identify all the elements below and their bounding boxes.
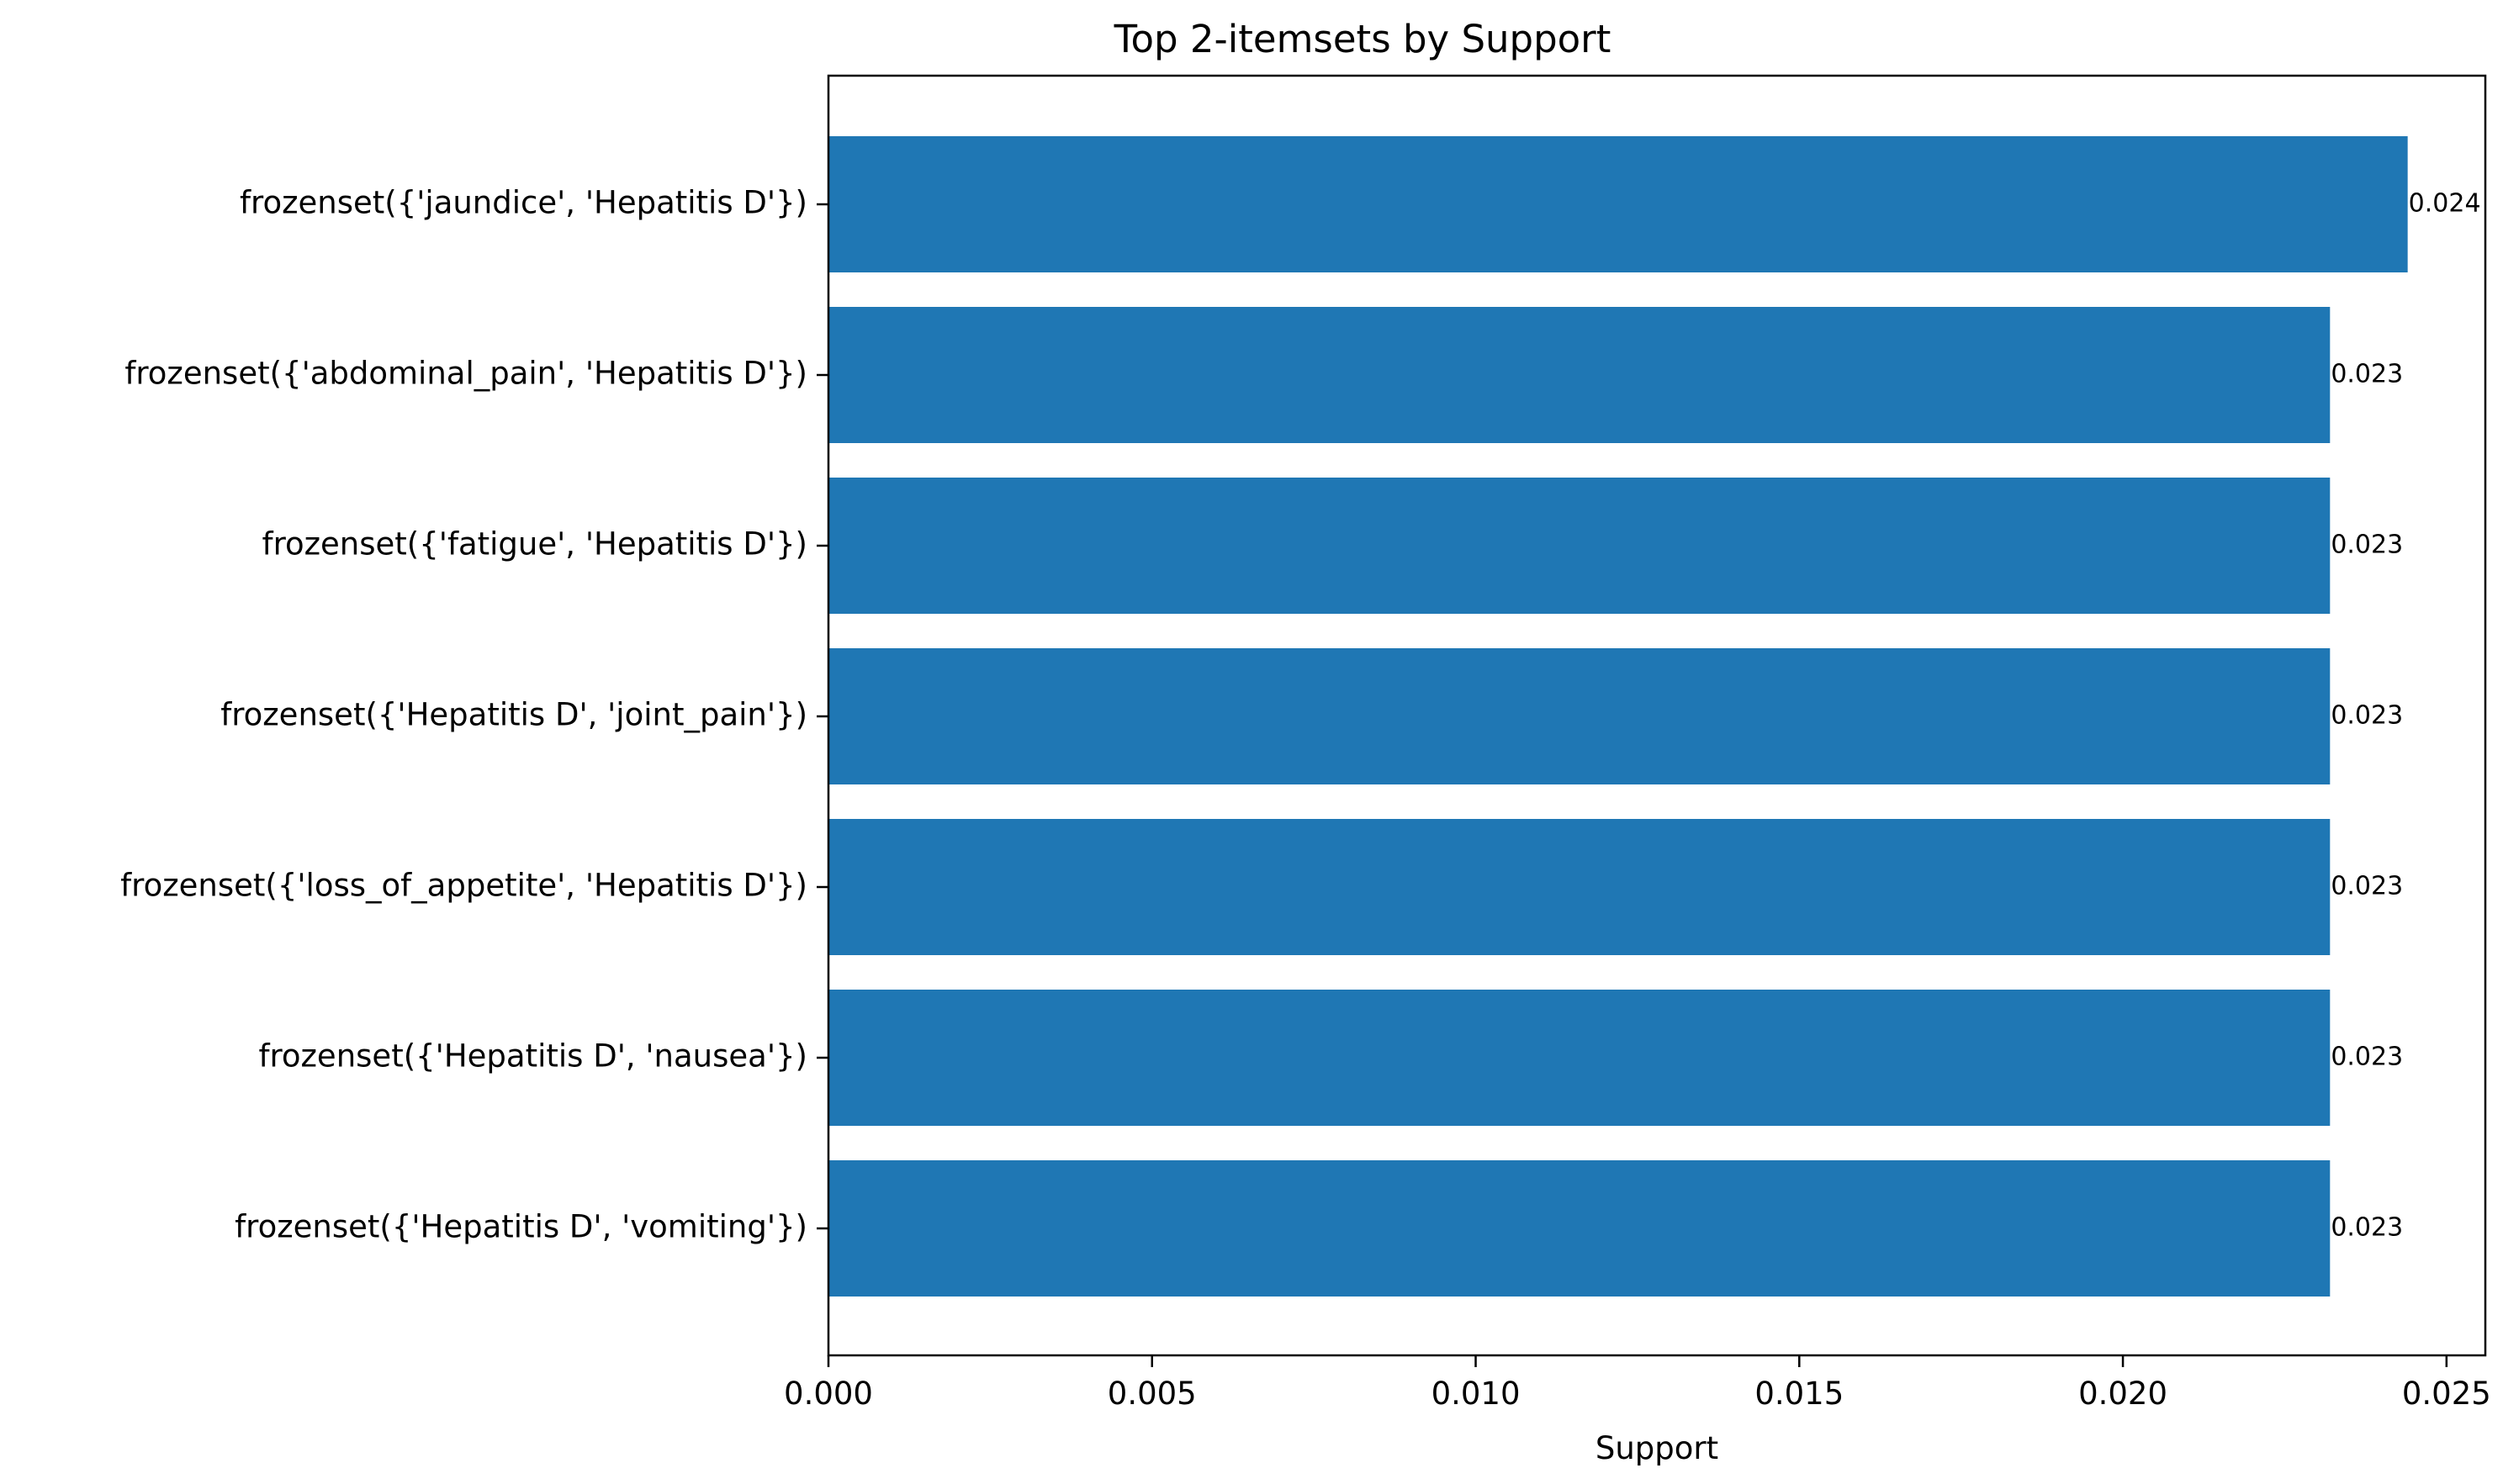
bar — [828, 307, 2331, 443]
y-tick-label: frozenset({'Hepatitis D', 'joint_pain'}) — [220, 697, 807, 733]
bar — [828, 648, 2331, 784]
x-tick-label: 0.000 — [784, 1376, 873, 1412]
plot-frame — [827, 74, 2487, 1357]
y-tick-labels: frozenset({'jaundice', 'Hepatitis D'}) fr… — [120, 185, 828, 1245]
bar — [828, 478, 2331, 614]
bar — [828, 819, 2331, 955]
chart-title: Top 2-itemsets by Support — [1114, 17, 1611, 61]
bar-value-label: 0.023 — [2331, 701, 2403, 731]
x-tick-label: 0.005 — [1108, 1376, 1197, 1412]
bars-group — [828, 136, 2408, 1297]
x-tick-label: 0.015 — [1754, 1376, 1844, 1412]
y-tick-label: frozenset({'fatigue', 'Hepatitis D'}) — [262, 526, 807, 562]
bar-value-label: 0.023 — [2331, 1043, 2403, 1072]
x-axis-title: Support — [1595, 1430, 1718, 1466]
bar-value-label: 0.023 — [2331, 1213, 2403, 1243]
x-tick-label: 0.010 — [1431, 1376, 1521, 1412]
bar — [828, 990, 2331, 1126]
bar-value-label: 0.023 — [2331, 360, 2403, 389]
y-tick-label: frozenset({'loss_of_appetite', 'Hepatiti… — [120, 868, 807, 904]
bar-value-label: 0.023 — [2331, 872, 2403, 901]
y-tick-label: frozenset({'abdominal_pain', 'Hepatitis … — [124, 356, 807, 392]
bar-value-label: 0.024 — [2409, 189, 2481, 219]
y-tick-label: frozenset({'Hepatitis D', 'vomiting'}) — [235, 1209, 807, 1245]
value-labels: 0.024 0.023 0.023 0.023 0.023 0.023 0.023 — [2331, 189, 2480, 1243]
y-tick-label: frozenset({'jaundice', 'Hepatitis D'}) — [240, 185, 807, 221]
y-tick-label: frozenset({'Hepatitis D', 'nausea'}) — [258, 1038, 807, 1075]
bar — [828, 136, 2408, 272]
x-tick-label: 0.025 — [2402, 1376, 2491, 1412]
bar-value-label: 0.023 — [2331, 531, 2403, 560]
x-tick-label: 0.020 — [2078, 1376, 2167, 1412]
x-ticks: 0.000 0.005 0.010 0.015 0.020 0.025 — [784, 1355, 2491, 1412]
bar — [828, 1160, 2331, 1297]
